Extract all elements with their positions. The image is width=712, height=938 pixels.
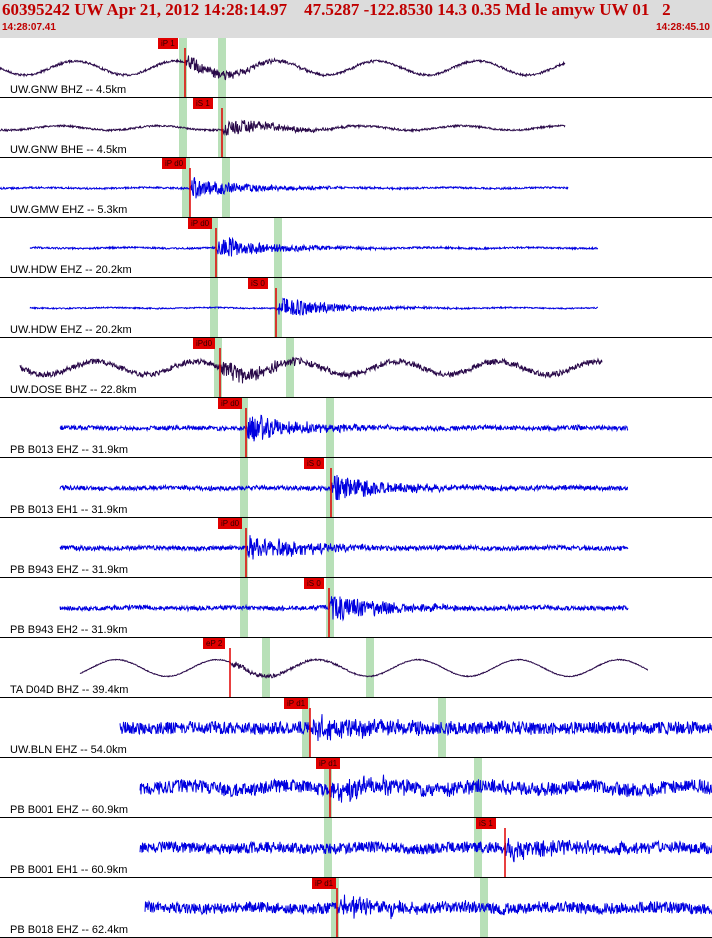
station-label: UW.HDW EHZ -- 20.2km (10, 324, 132, 336)
trace-svg (0, 158, 569, 217)
trace-svg (59, 518, 629, 577)
trace-panels: iP 1 UW.GNW BHZ -- 4.5km iS 1 UW.GNW BHE --… (0, 38, 712, 938)
station-label: UW.DOSE BHZ -- 22.8km (10, 384, 137, 396)
trace-panel[interactable]: iP d0 PB B943 EHZ -- 31.9km (0, 518, 712, 578)
pick-flag[interactable]: iPd0 (193, 338, 216, 349)
waveform (139, 838, 712, 863)
station-label: TA D04D BHZ -- 39.4km (10, 684, 129, 696)
trace-svg (19, 338, 603, 397)
pick-flag[interactable]: iP d1 (316, 758, 341, 769)
station-label: PB B001 EHZ -- 60.9km (10, 804, 128, 816)
waveform (0, 119, 566, 136)
pick-flag[interactable]: iS 0 (248, 278, 268, 289)
trace-svg (29, 218, 599, 277)
pick-flag[interactable]: iP d1 (312, 878, 337, 889)
phase-window (262, 638, 270, 697)
waveform (79, 658, 648, 679)
pick-flag[interactable]: iP d0 (162, 158, 187, 169)
station-label: PB B018 EHZ -- 62.4km (10, 924, 128, 936)
trace-panel[interactable]: iP d1 PB B018 EHZ -- 62.4km (0, 878, 712, 938)
trace-panel[interactable]: iS 1 PB B001 EH1 -- 60.9km (0, 818, 712, 878)
pick-flag[interactable]: iP d0 (218, 398, 243, 409)
waveform (119, 714, 712, 742)
pick-flag[interactable]: iP d1 (284, 698, 309, 709)
pick-flag[interactable]: iP 1 (158, 38, 178, 49)
waveform (144, 894, 712, 920)
trace-svg (0, 98, 566, 157)
station-label: PB B943 EHZ -- 31.9km (10, 564, 128, 576)
trace-panel[interactable]: eP 2 TA D04D BHZ -- 39.4km (0, 638, 712, 698)
station-label: UW.BLN EHZ -- 54.0km (10, 744, 127, 756)
trace-svg (59, 458, 628, 517)
waveform (59, 535, 629, 560)
event-title: 60395242 UW Apr 21, 2012 14:28:14.97 47.… (2, 0, 671, 19)
station-label: PB B013 EH1 -- 31.9km (10, 504, 128, 516)
trace-svg (139, 818, 712, 877)
trace-svg (119, 698, 712, 757)
station-label: UW.GMW EHZ -- 5.3km (10, 204, 128, 216)
trace-panel[interactable]: iS 1 UW.GNW BHE -- 4.5km (0, 98, 712, 158)
station-label: PB B013 EHZ -- 31.9km (10, 444, 128, 456)
trace-svg (29, 278, 598, 337)
trace-panel[interactable]: iS 0 UW.HDW EHZ -- 20.2km (0, 278, 712, 338)
waveform (59, 414, 629, 442)
pick-flag[interactable]: iP d0 (218, 518, 243, 529)
waveform (29, 297, 598, 316)
trace-svg (0, 38, 566, 97)
trace-svg (139, 758, 712, 817)
phase-window (179, 38, 187, 97)
trace-svg (79, 638, 648, 697)
phase-window (240, 458, 248, 517)
start-time: 14:28:07.41 (2, 22, 56, 33)
trace-panel[interactable]: iP d0 PB B013 EHZ -- 31.9km (0, 398, 712, 458)
pick-flag[interactable]: eP 2 (203, 638, 226, 649)
trace-svg (59, 578, 629, 637)
waveform (0, 177, 569, 199)
trace-panel[interactable]: iP d0 UW.GMW EHZ -- 5.3km (0, 158, 712, 218)
waveform (59, 596, 629, 622)
waveform (139, 774, 712, 803)
end-time: 14:28:45.10 (656, 22, 710, 33)
phase-window (366, 638, 374, 697)
trace-panel[interactable]: iP d1 PB B001 EHZ -- 60.9km (0, 758, 712, 818)
phase-window (218, 38, 226, 97)
waveform (59, 474, 628, 501)
phase-window (480, 878, 488, 937)
phase-window (222, 158, 230, 217)
pick-flag[interactable]: iP d0 (188, 218, 213, 229)
trace-panel[interactable]: iP d1 UW.BLN EHZ -- 54.0km (0, 698, 712, 758)
waveform (0, 55, 566, 81)
pick-flag[interactable]: iS 0 (304, 458, 324, 469)
event-header: 60395242 UW Apr 21, 2012 14:28:14.97 47.… (0, 0, 712, 38)
trace-panel[interactable]: iPd0 UW.DOSE BHZ -- 22.8km (0, 338, 712, 398)
station-label: UW.HDW EHZ -- 20.2km (10, 264, 132, 276)
trace-panel[interactable]: iS 0 PB B013 EH1 -- 31.9km (0, 458, 712, 518)
waveform (19, 356, 603, 384)
pick-flag[interactable]: iS 0 (304, 578, 324, 589)
trace-svg (59, 398, 629, 457)
station-label: PB B001 EH1 -- 60.9km (10, 864, 128, 876)
pick-flag[interactable]: iS 1 (193, 98, 213, 109)
phase-window (286, 338, 294, 397)
trace-panel[interactable]: iP 1 UW.GNW BHZ -- 4.5km (0, 38, 712, 98)
station-label: UW.GNW BHZ -- 4.5km (10, 84, 127, 96)
pick-flag[interactable]: iS 1 (476, 818, 496, 829)
station-label: UW.GNW BHE -- 4.5km (10, 144, 127, 156)
trace-panel[interactable]: iP d0 UW.HDW EHZ -- 20.2km (0, 218, 712, 278)
phase-window (274, 278, 282, 337)
waveform (29, 236, 599, 257)
trace-svg (144, 878, 712, 937)
trace-panel[interactable]: iS 0 PB B943 EH2 -- 31.9km (0, 578, 712, 638)
station-label: PB B943 EH2 -- 31.9km (10, 624, 128, 636)
